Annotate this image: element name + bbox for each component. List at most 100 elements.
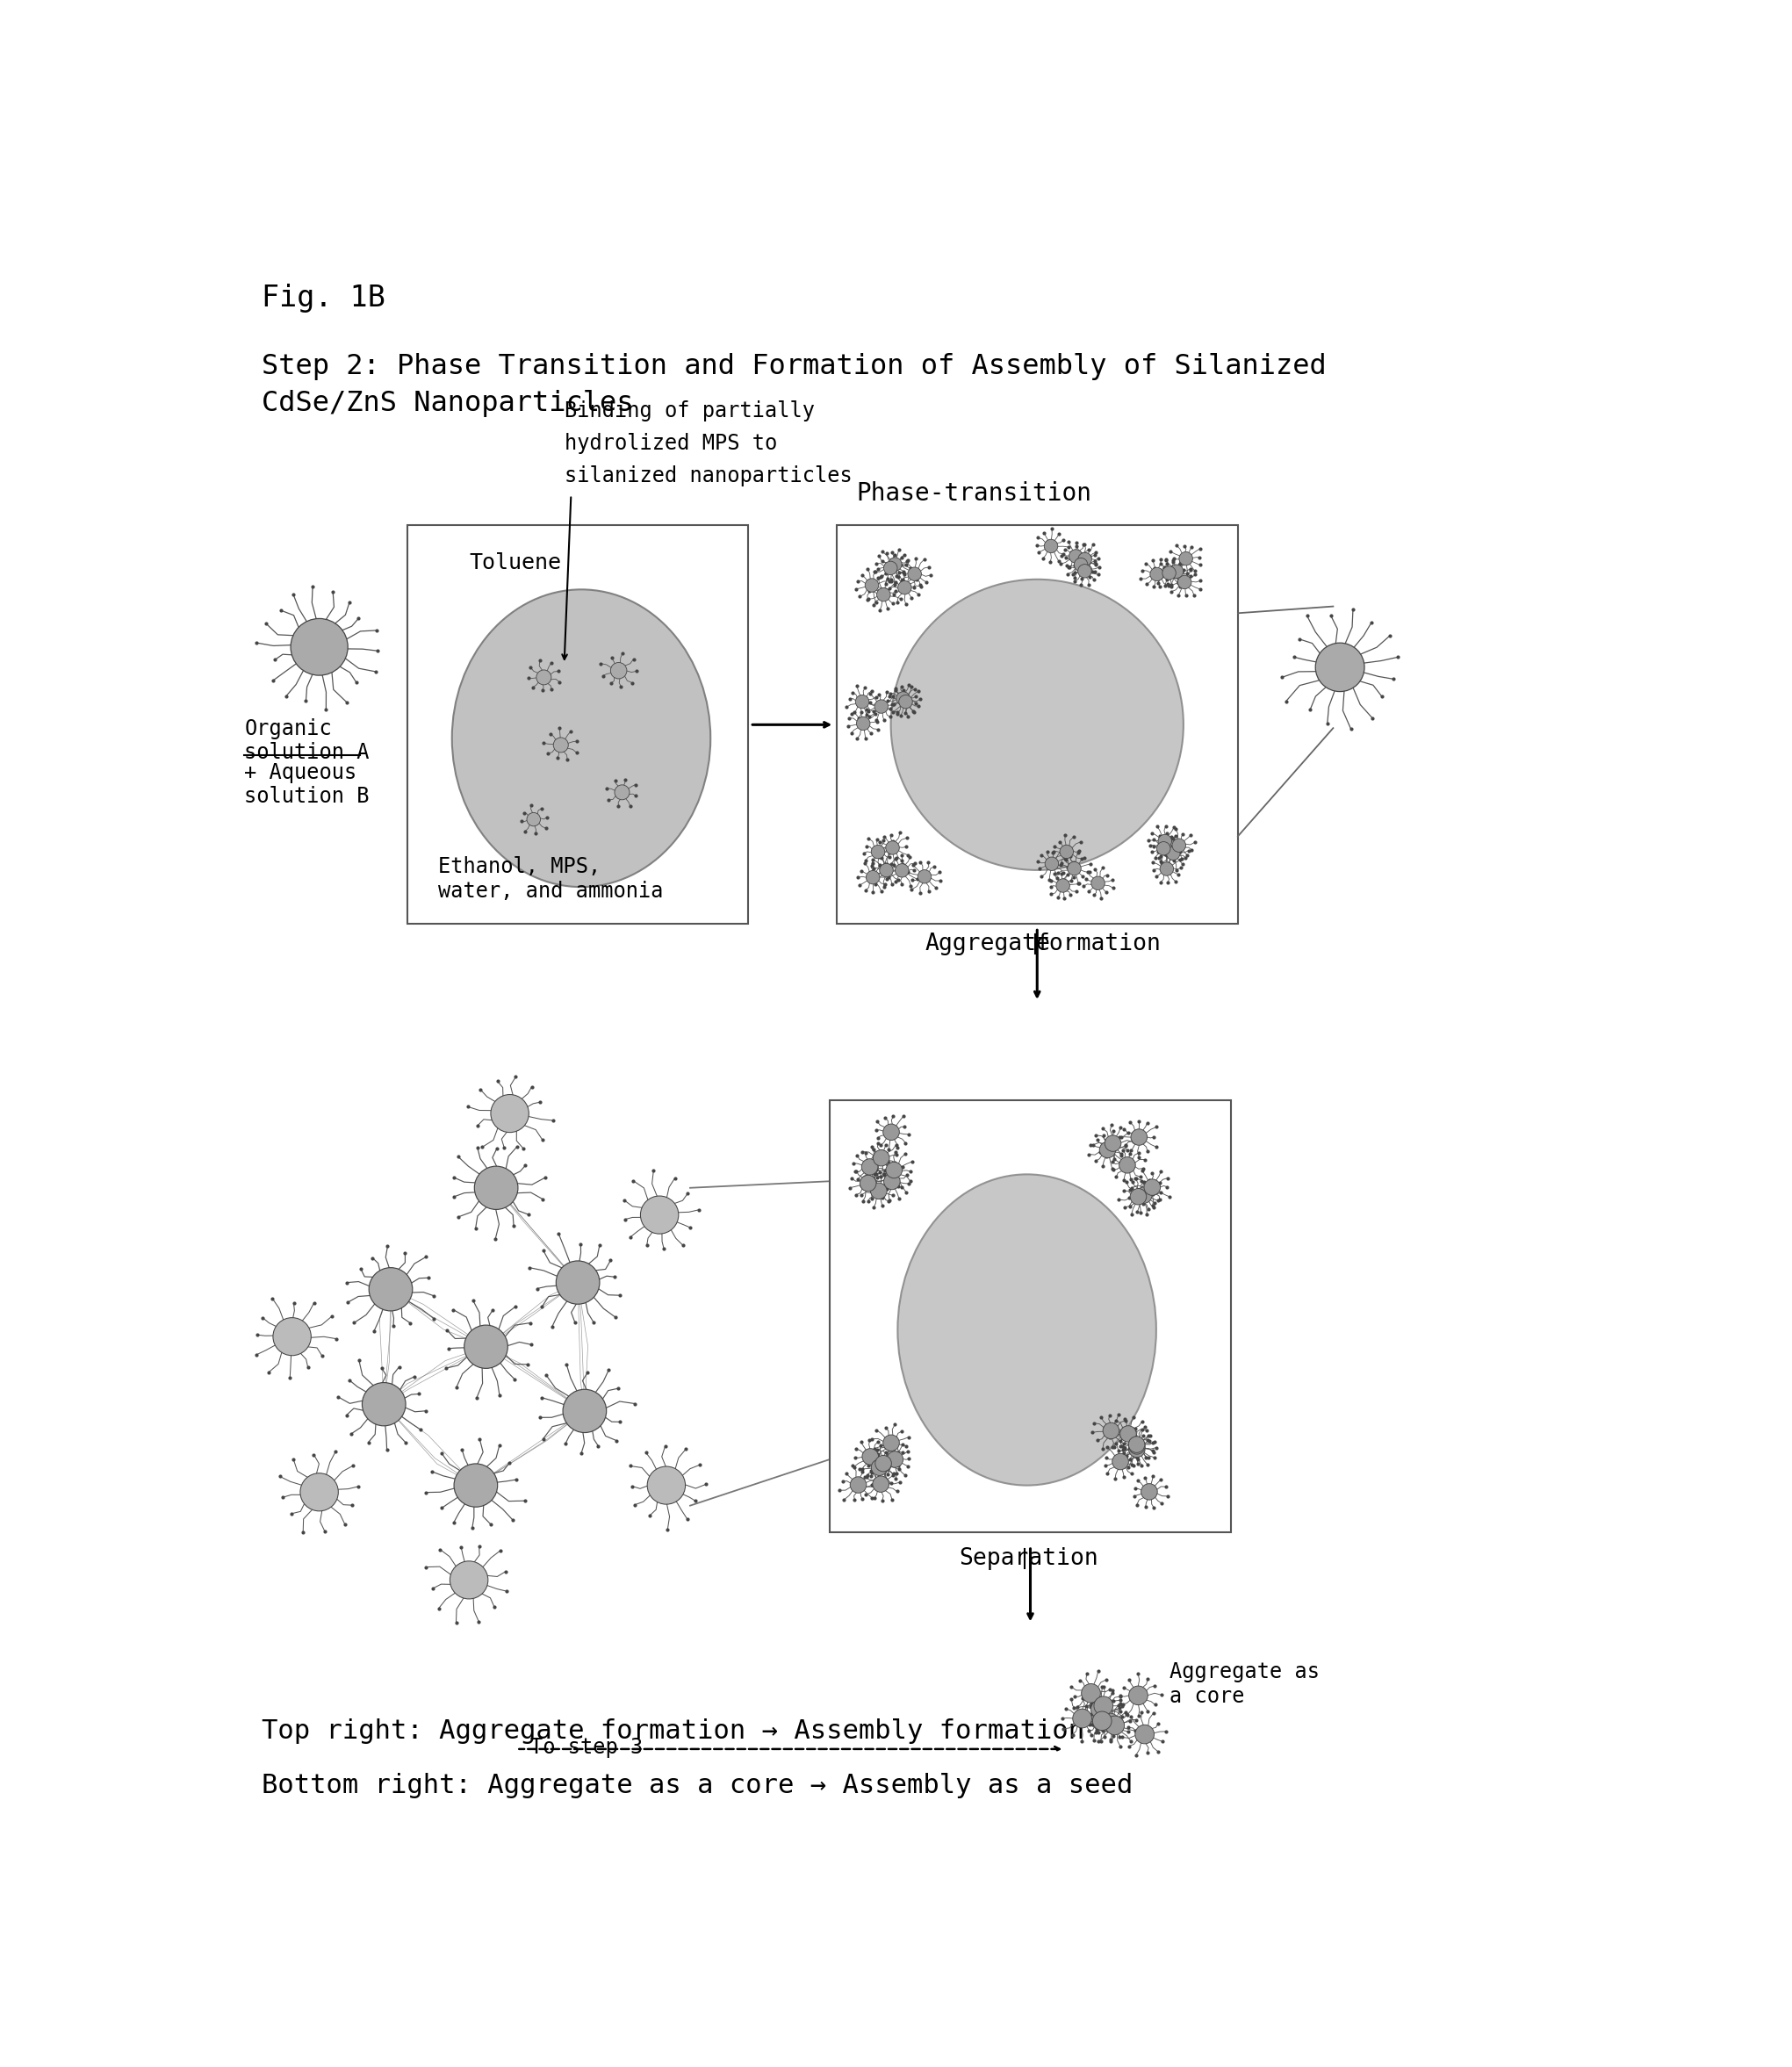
- Text: Binding of partially: Binding of partially: [564, 401, 814, 422]
- Text: CdSe/ZnS Nanoparticles: CdSe/ZnS Nanoparticles: [262, 391, 633, 418]
- Circle shape: [876, 587, 891, 601]
- Circle shape: [475, 1166, 518, 1209]
- Circle shape: [885, 841, 900, 854]
- Circle shape: [866, 870, 880, 885]
- Circle shape: [1073, 558, 1088, 570]
- Circle shape: [1073, 1709, 1091, 1728]
- Circle shape: [1159, 862, 1174, 876]
- Text: formation: formation: [1036, 932, 1161, 955]
- Circle shape: [536, 670, 552, 684]
- Circle shape: [874, 1455, 891, 1472]
- Circle shape: [874, 701, 889, 713]
- Circle shape: [1142, 1484, 1158, 1501]
- Circle shape: [1091, 1699, 1109, 1720]
- Circle shape: [1093, 1711, 1111, 1730]
- Circle shape: [1102, 1422, 1120, 1439]
- Ellipse shape: [898, 1174, 1156, 1486]
- Text: Bottom right: Aggregate as a core → Assembly as a seed: Bottom right: Aggregate as a core → Asse…: [262, 1773, 1133, 1798]
- Circle shape: [862, 1449, 878, 1466]
- Circle shape: [896, 864, 909, 876]
- Circle shape: [883, 1174, 900, 1191]
- Circle shape: [290, 618, 348, 676]
- Circle shape: [1120, 1426, 1136, 1443]
- Circle shape: [1134, 1724, 1154, 1745]
- Circle shape: [1167, 847, 1179, 860]
- Circle shape: [885, 1162, 901, 1178]
- Circle shape: [880, 864, 892, 876]
- Circle shape: [1131, 1189, 1147, 1205]
- Circle shape: [1079, 552, 1091, 566]
- Circle shape: [647, 1466, 685, 1505]
- Circle shape: [871, 1459, 887, 1476]
- Circle shape: [1163, 566, 1176, 579]
- Circle shape: [1131, 1129, 1147, 1145]
- Circle shape: [1100, 1714, 1120, 1732]
- Circle shape: [1129, 1441, 1145, 1457]
- Circle shape: [554, 738, 568, 752]
- Circle shape: [1172, 839, 1186, 852]
- Circle shape: [1091, 876, 1106, 891]
- Text: Fig. 1B: Fig. 1B: [262, 283, 385, 312]
- Text: + Aqueous
solution B: + Aqueous solution B: [244, 763, 369, 808]
- Circle shape: [866, 579, 878, 591]
- Bar: [409, 525, 747, 924]
- Circle shape: [1070, 550, 1082, 562]
- Circle shape: [556, 1261, 600, 1304]
- Circle shape: [1143, 1178, 1161, 1195]
- Circle shape: [272, 1317, 312, 1356]
- Circle shape: [900, 695, 912, 709]
- Text: Top right: Aggregate formation → Assembly formation: Top right: Aggregate formation → Assembl…: [262, 1718, 1084, 1745]
- Text: Organic
solution A: Organic solution A: [244, 717, 369, 763]
- Circle shape: [615, 785, 629, 800]
- Circle shape: [1158, 835, 1172, 847]
- Circle shape: [1177, 575, 1192, 589]
- Circle shape: [873, 1476, 889, 1492]
- Circle shape: [491, 1096, 529, 1133]
- Circle shape: [898, 581, 912, 595]
- Circle shape: [1100, 1141, 1116, 1158]
- Text: silanized nanoparticles: silanized nanoparticles: [564, 465, 851, 486]
- Ellipse shape: [452, 589, 710, 887]
- Circle shape: [1158, 841, 1170, 856]
- Circle shape: [1150, 568, 1163, 581]
- Circle shape: [450, 1561, 487, 1600]
- Circle shape: [1129, 1439, 1145, 1455]
- Circle shape: [1120, 1158, 1136, 1174]
- Circle shape: [1129, 1687, 1149, 1705]
- Circle shape: [1059, 845, 1073, 858]
- Circle shape: [891, 579, 1183, 870]
- Text: To step 3: To step 3: [530, 1736, 643, 1757]
- Circle shape: [860, 1176, 876, 1191]
- Text: Step 2: Phase Transition and Formation of Assembly of Silanized: Step 2: Phase Transition and Formation o…: [262, 353, 1326, 380]
- Circle shape: [640, 1197, 679, 1234]
- Circle shape: [1136, 1186, 1152, 1203]
- Text: Toluene: Toluene: [470, 552, 561, 573]
- Circle shape: [1093, 1697, 1113, 1716]
- Circle shape: [871, 845, 885, 858]
- Circle shape: [862, 1160, 878, 1174]
- Text: Aggregate: Aggregate: [925, 932, 1050, 955]
- Circle shape: [464, 1325, 507, 1368]
- Text: Phase-transition: Phase-transition: [857, 482, 1091, 506]
- Circle shape: [887, 1451, 903, 1468]
- Circle shape: [362, 1383, 405, 1426]
- Circle shape: [301, 1474, 339, 1511]
- Circle shape: [369, 1267, 412, 1310]
- Bar: [837, 525, 1238, 924]
- Text: Aggregate as
a core: Aggregate as a core: [1170, 1662, 1321, 1707]
- Circle shape: [873, 1149, 889, 1166]
- Circle shape: [1315, 643, 1364, 692]
- Text: Separation: Separation: [959, 1548, 1098, 1571]
- Circle shape: [1106, 1716, 1124, 1734]
- Circle shape: [1068, 862, 1081, 874]
- Circle shape: [1079, 564, 1091, 579]
- Circle shape: [1081, 1685, 1100, 1703]
- Circle shape: [1045, 539, 1057, 552]
- Circle shape: [909, 566, 921, 581]
- Circle shape: [849, 1476, 867, 1492]
- Circle shape: [857, 717, 871, 730]
- Circle shape: [855, 695, 869, 709]
- Circle shape: [1129, 1437, 1145, 1453]
- Circle shape: [918, 870, 932, 883]
- Circle shape: [1045, 858, 1059, 870]
